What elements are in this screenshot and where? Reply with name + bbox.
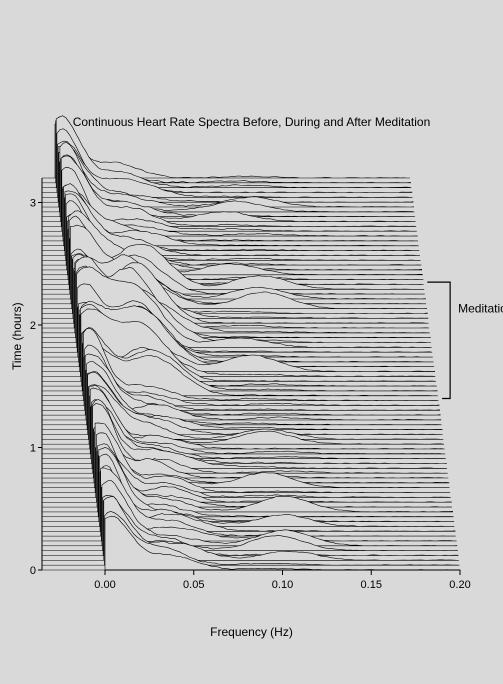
ridgeline-plot: 0 1 2 3 0.00 0.05 0.10 0.15 0.20 Meditation — [0, 0, 503, 684]
y-tick-label: 1 — [30, 443, 36, 455]
heart-rate-spectra-chart: Continuous Heart Rate Spectra Before, Du… — [0, 0, 503, 684]
x-tick-label: 0.20 — [449, 579, 470, 591]
x-tick-label: 0.00 — [94, 579, 115, 591]
x-tick-label: 0.10 — [272, 579, 293, 591]
x-tick-label: 0.15 — [361, 579, 382, 591]
y-tick-label: 3 — [30, 198, 36, 210]
y-tick-label: 2 — [30, 320, 36, 332]
spectrum-trace — [55, 121, 410, 178]
x-tick-label: 0.05 — [183, 579, 204, 591]
y-tick-label: 0 — [30, 565, 36, 577]
meditation-label: Meditation — [458, 301, 503, 315]
